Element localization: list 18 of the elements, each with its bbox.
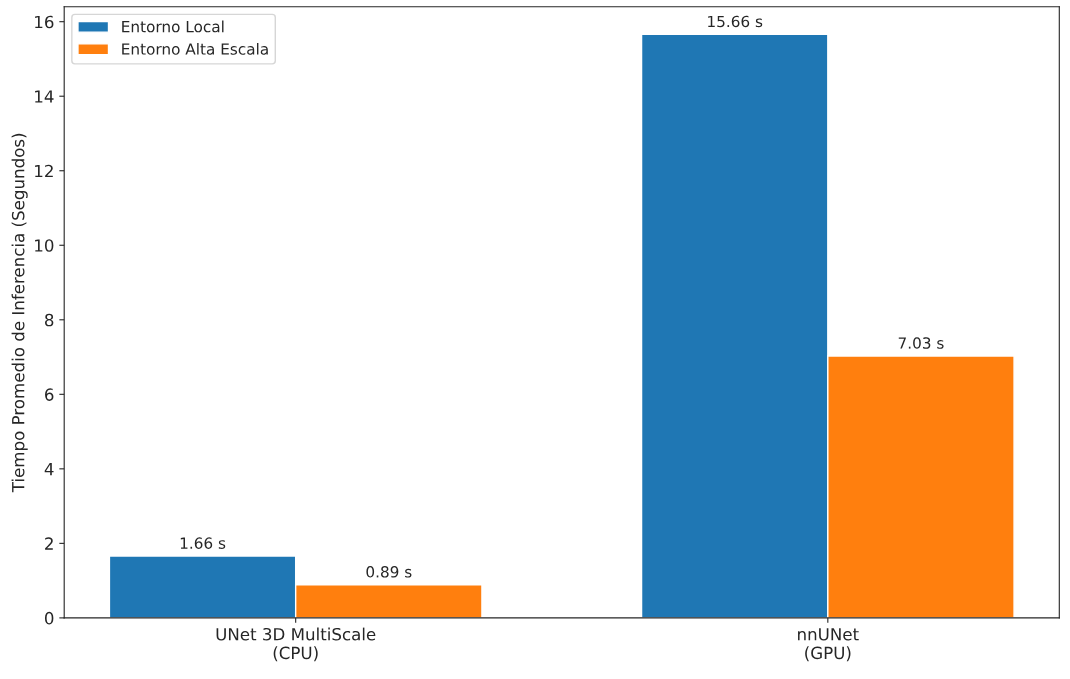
data-label: 1.66 s bbox=[180, 537, 226, 549]
data-label: 15.66 s bbox=[708, 15, 763, 28]
y-tick-label: 4 bbox=[44, 463, 54, 476]
y-axis-title: Tiempo Promedio de Inferencia (Segundos) bbox=[11, 133, 28, 493]
legend-label: Entorno Alta Escala bbox=[122, 42, 268, 55]
y-tick-label: 14 bbox=[35, 90, 54, 103]
y-tick-label: 8 bbox=[45, 313, 54, 327]
y-tick-label: 6 bbox=[45, 388, 54, 401]
y-tick-label: 0 bbox=[44, 611, 54, 625]
y-tick-label: 16 bbox=[35, 15, 54, 29]
y-tick-label: 12 bbox=[35, 164, 53, 178]
y-tick-label: 10 bbox=[35, 239, 54, 252]
legend-label: Entorno Local bbox=[122, 20, 224, 33]
x-tick-label: nnUNet (GPU) bbox=[798, 628, 859, 662]
data-label: 7.03 s bbox=[898, 337, 944, 349]
y-tick-label: 2 bbox=[45, 537, 53, 550]
data-label: 0.89 s bbox=[366, 566, 412, 578]
x-tick-label: UNet 3D MultiScale (CPU) bbox=[216, 627, 376, 662]
